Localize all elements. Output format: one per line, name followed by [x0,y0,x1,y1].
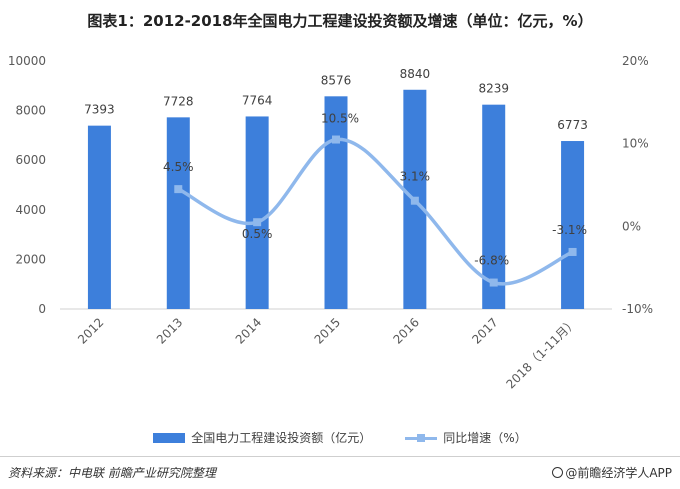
bar-value-label: 8840 [400,67,431,81]
bar [87,125,111,310]
source-note: 资料来源：中电联 前瞻产业研究院整理 [8,466,216,480]
growth-marker [174,185,183,194]
y-left-tick-label: 8000 [15,104,46,118]
footer-divider [0,456,680,457]
legend-bar-label: 全国电力工程建设投资额（亿元） [191,431,372,445]
bar [245,116,269,310]
growth-value-label: 0.5% [242,227,273,241]
growth-marker [253,218,262,227]
bar [561,141,585,309]
legend-line-swatch [405,433,438,443]
y-right-tick-label: -10% [622,302,653,316]
bar-value-label: 7393 [84,103,115,117]
y-left-tick-label: 10000 [8,54,46,68]
growth-value-label: -3.1% [552,223,587,237]
bar [482,104,506,310]
growth-line [177,137,574,286]
y-left-tick-label: 6000 [15,153,46,167]
growth-value-label: 4.5% [163,160,194,174]
growth-marker [410,196,419,205]
chart-title: 图表1：2012-2018年全国电力工程建设投资额及增速（单位：亿元，%） [87,12,593,30]
bar-value-label: 6773 [557,118,588,132]
y-right-tick-label: 10% [622,137,649,151]
chart-plot: 0 2000 4000 6000 8000 10000 -10% 0% 10% 20% 7393 77… [8,54,653,391]
y-right-tick-label: 0% [622,219,641,233]
legend-item-line[interactable]: 同比增速（%） [405,429,527,446]
bar [166,117,190,309]
brand-credit: @前瞻经济学人APP [552,464,672,481]
y-left-tick-label: 0 [38,302,46,316]
x-tick-label: 2012 [75,315,106,346]
bar-value-label: 7728 [163,94,194,108]
legend-line-label: 同比增速（%） [443,431,527,445]
y-right-tick-label: 20% [622,54,649,68]
x-tick-label: 2018（1-11月） [503,315,579,391]
y-left-tick-label: 2000 [15,252,46,266]
growth-marker [568,247,577,256]
y-left-tick-label: 4000 [15,203,46,217]
x-tick-label: 2014 [233,315,264,346]
bar [324,96,348,309]
x-tick-label: 2017 [469,315,500,346]
x-tick-label: 2013 [154,315,185,346]
brand-logo-icon [552,467,564,478]
x-tick-label: 2015 [312,315,343,346]
legend-item-bar[interactable]: 全国电力工程建设投资额（亿元） [153,429,371,446]
legend-bar-swatch [153,432,186,443]
bar-value-label: 7764 [242,93,273,107]
growth-value-label: -6.8% [474,254,509,268]
growth-value-label: 3.1% [400,170,431,184]
growth-marker [489,278,498,287]
growth-marker [332,135,340,144]
legend: 全国电力工程建设投资额（亿元） 同比增速（%） [0,429,680,446]
x-tick-label: 2016 [390,315,421,346]
bar-value-label: 8576 [321,73,352,87]
bar-value-label: 8239 [478,82,509,96]
growth-value-label: 10.5% [321,112,359,126]
brand-text: @前瞻经济学人APP [565,466,672,480]
